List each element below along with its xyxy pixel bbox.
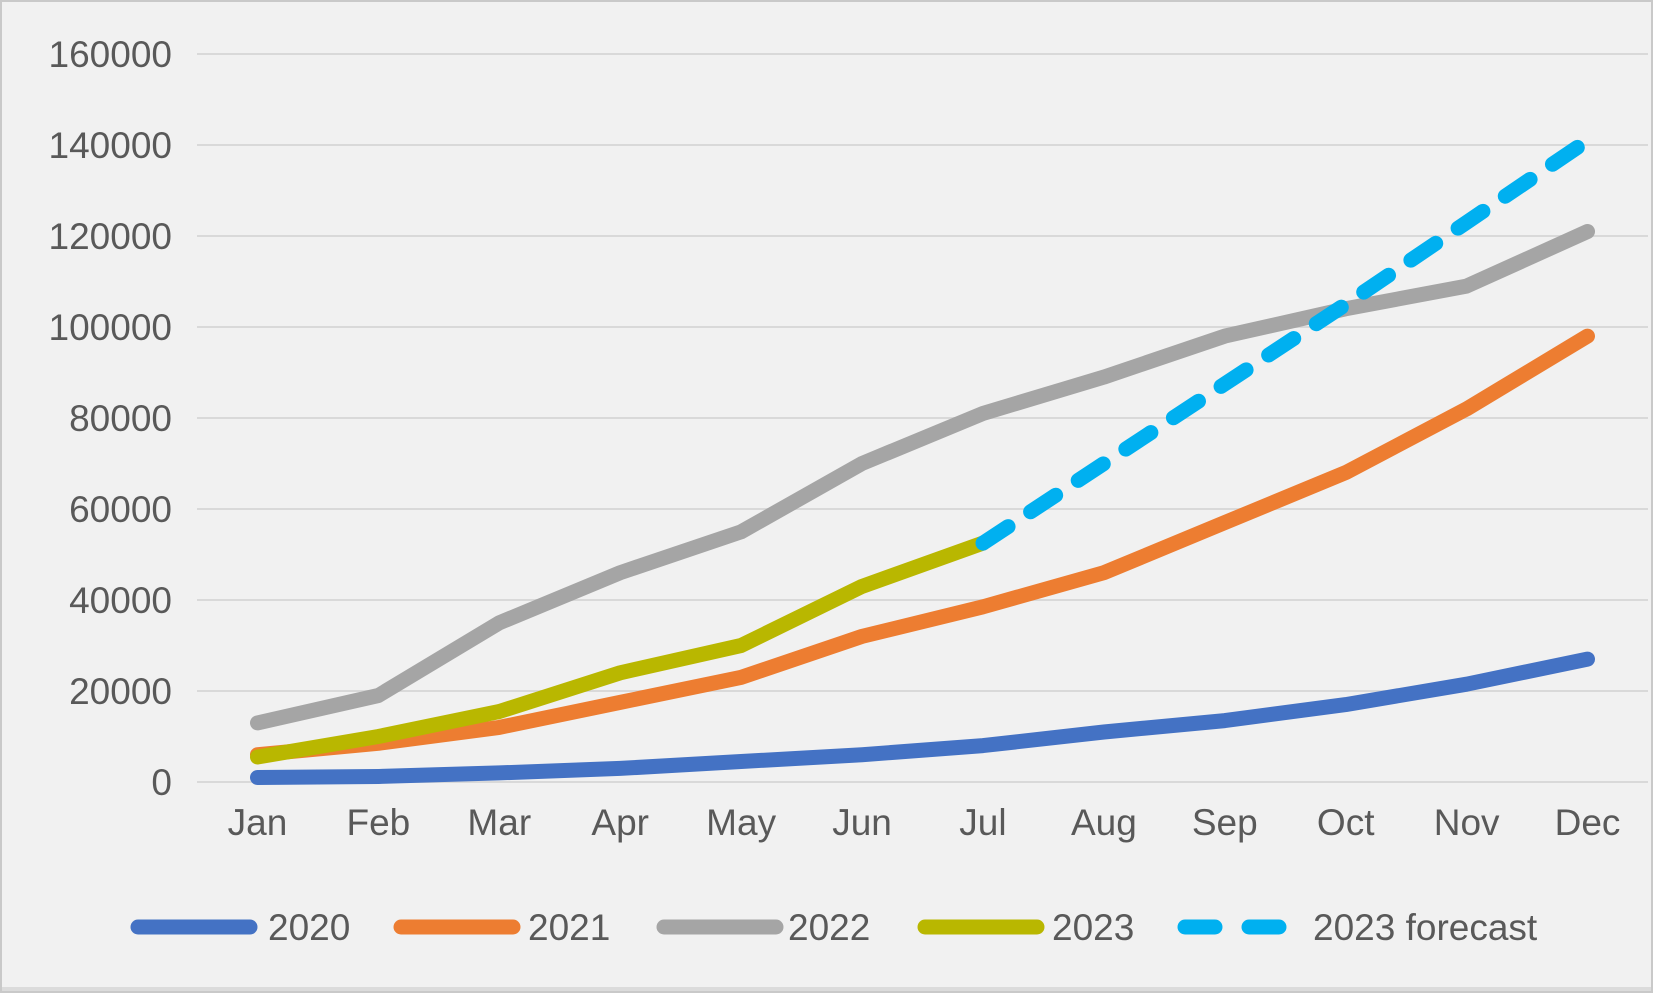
legend-label: 2023 [1052, 907, 1134, 948]
series-line-2023-forecast [975, 133, 1595, 551]
x-axis-tick-label: Aug [1071, 802, 1137, 843]
x-axis-tick-label: Jul [959, 802, 1006, 843]
legend-item-2022: 2022 [656, 907, 870, 948]
series-line-2021 [250, 328, 1595, 763]
x-axis-tick-label: Apr [591, 802, 649, 843]
legend-item-2023-forecast: 2023 forecast [1177, 907, 1538, 948]
legend-item-2021: 2021 [393, 907, 610, 948]
y-axis-tick-label: 100000 [49, 307, 172, 348]
legend-label: 2022 [788, 907, 870, 948]
legend-item-2023: 2023 [917, 907, 1134, 948]
series-line-2020 [250, 651, 1595, 785]
series-line-2022 [250, 224, 1595, 731]
x-axis-tick-label: Sep [1192, 802, 1258, 843]
y-axis-tick-label: 80000 [69, 398, 172, 439]
x-axis-tick-label: Nov [1434, 802, 1500, 843]
x-axis-tick-label: Mar [467, 802, 531, 843]
x-axis-tick-label: Oct [1317, 802, 1375, 843]
y-axis-tick-label: 120000 [49, 216, 172, 257]
y-axis-tick-label: 140000 [49, 125, 172, 166]
y-axis-tick-label: 60000 [69, 489, 172, 530]
x-axis-tick-label: Feb [346, 802, 410, 843]
x-axis-tick-label: Jan [228, 802, 288, 843]
bottom-strip [2, 987, 1651, 991]
series-line-2023 [250, 535, 991, 765]
y-axis-tick-label: 20000 [69, 671, 172, 712]
legend-label: 2021 [528, 907, 610, 948]
x-axis-tick-label: Dec [1555, 802, 1621, 843]
legend-item-2020: 2020 [130, 907, 350, 948]
legend-label: 2023 forecast [1313, 907, 1538, 948]
legend-label: 2020 [268, 907, 350, 948]
x-axis-tick-label: May [706, 802, 776, 843]
y-axis-tick-label: 40000 [69, 580, 172, 621]
x-axis-tick-label: Jun [832, 802, 892, 843]
y-axis-tick-label: 160000 [49, 34, 172, 75]
y-axis-tick-label: 0 [151, 762, 172, 803]
